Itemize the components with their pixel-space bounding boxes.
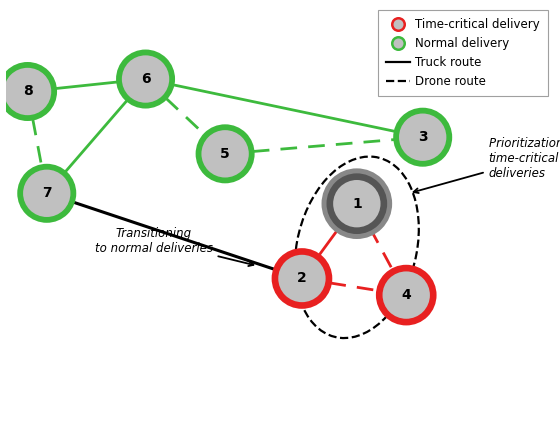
Ellipse shape (195, 124, 255, 183)
Ellipse shape (4, 68, 51, 115)
Text: 2: 2 (297, 271, 307, 285)
Text: 6: 6 (141, 72, 150, 86)
Ellipse shape (321, 168, 392, 239)
Text: 7: 7 (42, 186, 52, 200)
Ellipse shape (0, 62, 57, 121)
Text: 1: 1 (352, 197, 362, 211)
Ellipse shape (17, 164, 76, 223)
Text: 3: 3 (418, 130, 427, 144)
Ellipse shape (23, 170, 71, 217)
Legend: Time-critical delivery, Normal delivery, Truck route, Drone route: Time-critical delivery, Normal delivery,… (377, 10, 548, 96)
Text: 5: 5 (220, 147, 230, 161)
Ellipse shape (202, 130, 249, 178)
Text: 4: 4 (402, 288, 411, 302)
Ellipse shape (116, 50, 175, 109)
Ellipse shape (278, 255, 325, 302)
Ellipse shape (326, 173, 387, 234)
Ellipse shape (333, 180, 380, 227)
Ellipse shape (272, 248, 332, 309)
Ellipse shape (122, 56, 169, 103)
Ellipse shape (382, 271, 430, 319)
Ellipse shape (376, 265, 437, 326)
Ellipse shape (399, 114, 446, 161)
Ellipse shape (393, 108, 452, 167)
Text: 8: 8 (22, 84, 32, 98)
Text: Prioritization of
time-critical
deliveries: Prioritization of time-critical deliveri… (414, 137, 560, 193)
Text: Transitioning
to normal deliveries: Transitioning to normal deliveries (95, 226, 253, 266)
